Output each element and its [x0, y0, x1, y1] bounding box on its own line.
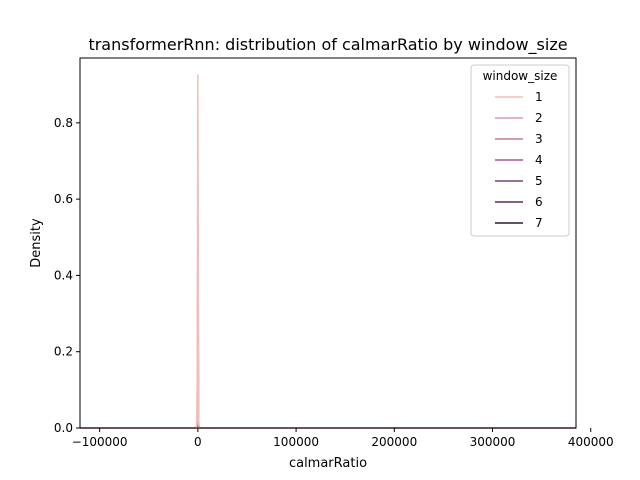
- x-tick-label: 300000: [470, 435, 516, 449]
- y-tick-label: 0.6: [54, 192, 73, 206]
- y-tick-label: 0.0: [54, 421, 73, 435]
- y-tick-label: 0.4: [54, 268, 73, 282]
- legend: window_size 1 2 3 4 5 6 7: [470, 64, 570, 237]
- x-tick-label: 400000: [568, 435, 614, 449]
- x-tick-label: −100000: [72, 435, 128, 449]
- y-tick-label: 0.8: [54, 116, 73, 130]
- y-tick-label: 0.2: [54, 345, 73, 359]
- legend-entries: 1 2 3 4 5 6 7: [495, 90, 543, 230]
- y-axis: 0.0 0.2 0.4 0.6 0.8: [54, 116, 80, 435]
- legend-title: window_size: [483, 69, 558, 83]
- chart-title: transformerRnn: distribution of calmarRa…: [88, 35, 567, 55]
- x-tick-label: 0: [194, 435, 202, 449]
- x-tick-label: 200000: [371, 435, 417, 449]
- legend-label-3: 3: [535, 132, 543, 146]
- plot-frame: [79, 57, 577, 429]
- legend-label-2: 2: [535, 111, 543, 125]
- series-line-3: [80, 217, 576, 429]
- legend-label-6: 6: [535, 195, 543, 209]
- series-line-4: [80, 419, 576, 429]
- legend-label-1: 1: [535, 90, 543, 104]
- x-tick-label: 100000: [273, 435, 319, 449]
- x-axis-label: calmarRatio: [289, 456, 367, 471]
- legend-label-5: 5: [535, 174, 543, 188]
- legend-label-7: 7: [535, 216, 543, 230]
- series-line-1: [80, 74, 576, 429]
- y-axis-label: Density: [29, 218, 44, 268]
- legend-box: [470, 64, 570, 237]
- series-line-5: [80, 421, 576, 429]
- legend-label-4: 4: [535, 153, 543, 167]
- x-axis: −100000 0 100000 200000 300000 400000: [72, 428, 614, 449]
